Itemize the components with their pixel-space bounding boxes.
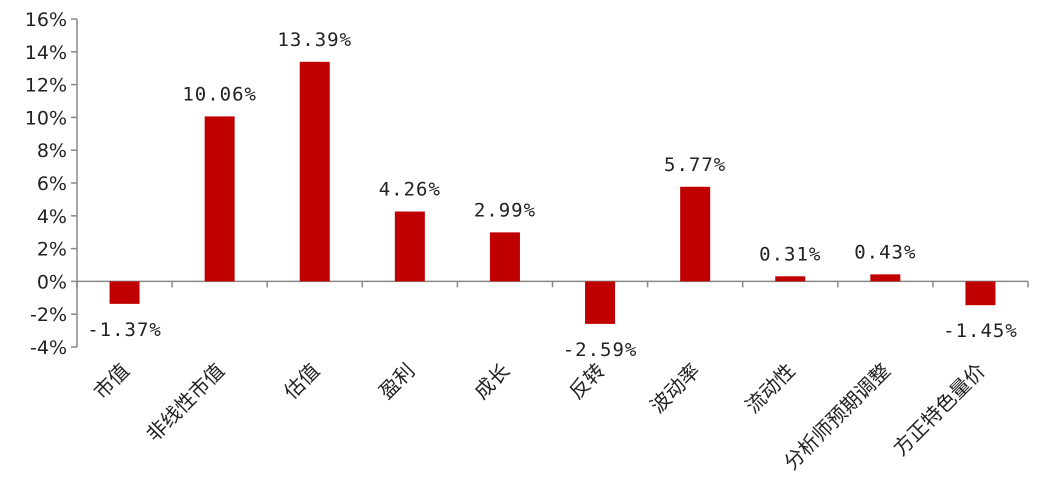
data-label: 0.31% [759,243,821,265]
x-axis [76,280,1029,288]
y-tick-label: 8% [37,140,67,162]
y-axis: 16% 14% 12% 10% 8% 6% 4% 2% 0% -2% -4% [25,9,78,359]
y-tick-label: -4% [30,337,67,359]
category-label: 方正特色量价 [888,359,990,461]
y-tick-label: 4% [37,206,67,228]
bar [299,61,330,282]
y-tick-label: 2% [37,239,67,261]
bar [870,274,901,282]
y-tick-label: 12% [25,75,67,97]
y-tick-label: -2% [30,304,67,326]
data-label: 4.26% [379,179,441,201]
bar [204,116,235,282]
y-tick-label: 10% [25,107,67,129]
y-tick-label: 0% [37,271,67,293]
data-label: -1.45% [943,320,1018,342]
y-tick-label: 16% [25,9,67,31]
data-label: 10.06% [182,83,257,105]
bar [585,281,616,324]
category-label: 市值 [89,359,134,404]
category-label: 盈利 [374,359,419,404]
data-label: -2.59% [563,339,638,361]
category-label: 反转 [564,359,609,404]
data-labels: -1.37% 10.06% 13.39% 4.26% 2.99% -2.59% 5.77% 0… [87,29,1018,361]
bars [109,61,996,324]
bar [775,276,806,282]
category-label: 波动率 [645,359,704,418]
bar [965,281,996,306]
data-label: 2.99% [474,199,536,221]
bar [489,232,520,282]
y-tick-label: 6% [37,173,67,195]
category-label: 流动性 [740,359,799,418]
category-label: 估值 [279,359,324,404]
category-label: 非线性市值 [142,359,230,447]
data-label: -1.37% [87,319,162,341]
data-label: 0.43% [854,241,916,263]
bar [109,281,140,304]
category-label: 成长 [469,359,514,404]
data-label: 13.39% [277,29,352,51]
bar [680,186,711,282]
y-tick-label: 14% [25,42,67,64]
bar [394,211,425,282]
data-label: 5.77% [664,154,726,176]
